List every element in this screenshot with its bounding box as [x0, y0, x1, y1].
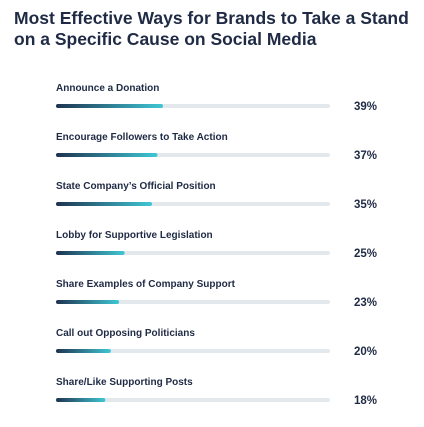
bar [56, 349, 111, 353]
value-label: 35% [354, 199, 377, 211]
bar-track [56, 300, 330, 304]
category-label: Share Examples of Company Support [56, 279, 236, 290]
bar [56, 398, 106, 402]
value-label: 39% [354, 101, 377, 113]
value-label: 25% [354, 248, 377, 260]
bar [56, 300, 120, 304]
bar-track [56, 251, 330, 255]
bar [56, 202, 153, 206]
bar-rows: Announce a Donation 39% Encourage Follower… [56, 83, 377, 407]
value-label: 37% [354, 150, 377, 162]
category-label: State Company’s Official Position [56, 181, 216, 192]
category-label: Call out Opposing Politicians [56, 328, 195, 339]
bar [56, 153, 158, 157]
value-label: 20% [354, 346, 377, 358]
bar [56, 104, 163, 108]
bar-track [56, 349, 330, 353]
value-label: 23% [354, 297, 377, 309]
bar-track [56, 398, 330, 402]
category-label: Share/Like Supporting Posts [56, 377, 193, 388]
category-label: Encourage Followers to Take Action [56, 132, 228, 143]
value-label: 18% [354, 395, 377, 407]
category-label: Announce a Donation [56, 83, 159, 94]
bar [56, 251, 125, 255]
category-label: Lobby for Supportive Legislation [56, 230, 213, 241]
chart-title: Most Effective Ways for Brands to Take a… [14, 8, 409, 49]
